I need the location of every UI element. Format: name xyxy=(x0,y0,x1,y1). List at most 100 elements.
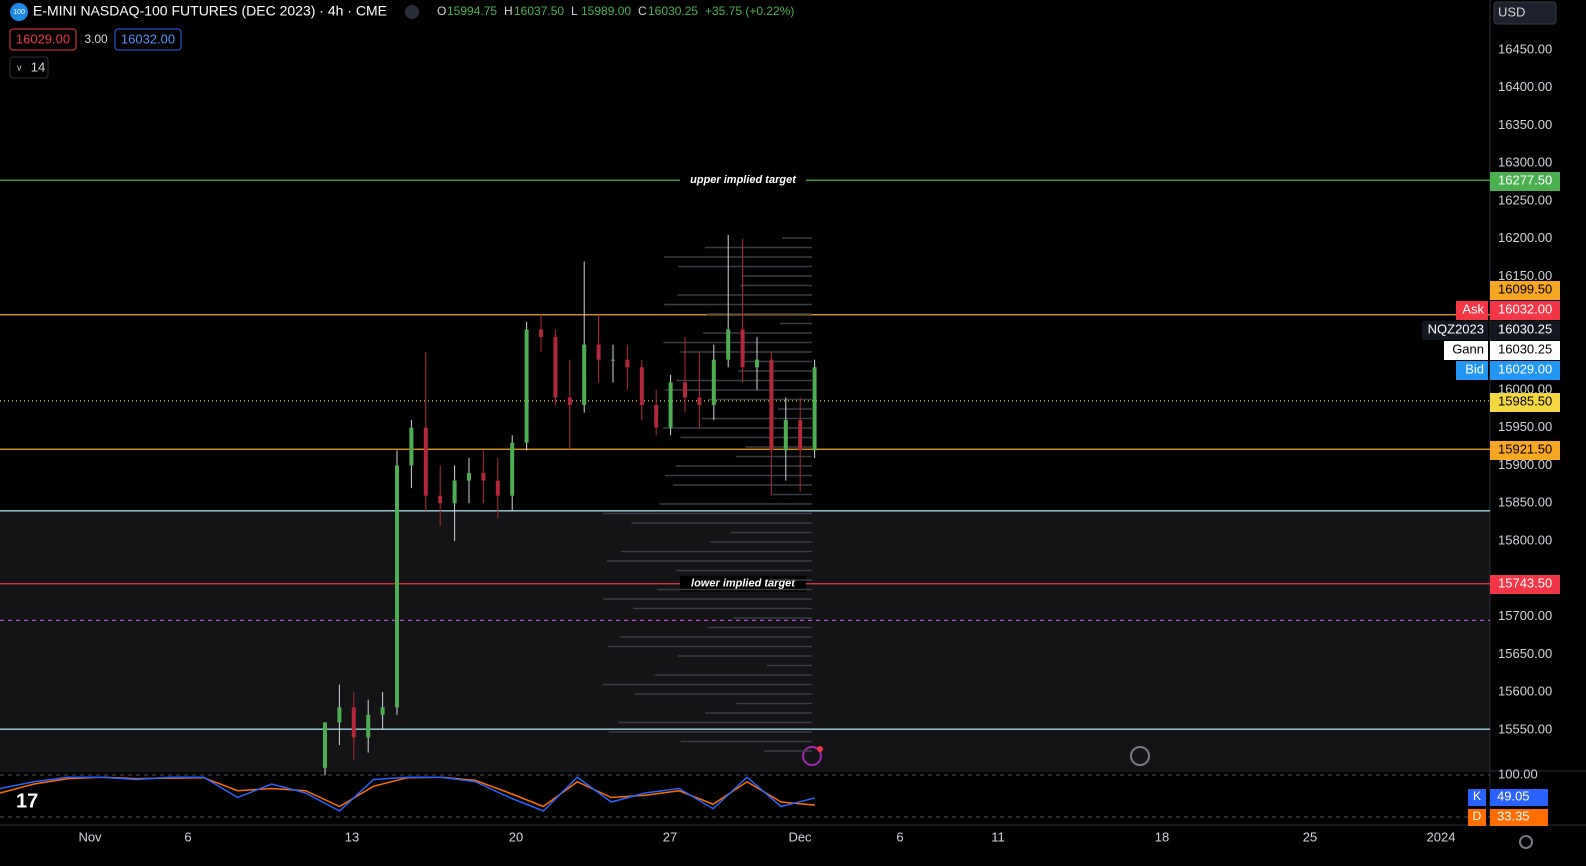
tv-logo[interactable]: 17 xyxy=(16,790,38,812)
ohlc-value: 16037.50 xyxy=(514,4,564,18)
y-tick-label: 16250.00 xyxy=(1498,192,1552,207)
candle-body xyxy=(726,329,731,360)
ohlc-value: 15989.00 xyxy=(581,4,631,18)
candle-body xyxy=(539,329,543,338)
indicator-toggle[interactable] xyxy=(9,56,49,79)
symbol-title[interactable]: E-MINI NASDAQ-100 FUTURES (DEC 2023) · 4… xyxy=(33,3,387,19)
stoch-name: K xyxy=(1473,789,1481,803)
price-box xyxy=(1490,172,1560,191)
candle-body xyxy=(582,344,587,406)
candle-body xyxy=(524,329,529,443)
candle-body xyxy=(683,382,687,398)
price-box-label: 16277.50 xyxy=(1498,172,1552,187)
candle-body xyxy=(351,707,356,738)
spread: 3.00 xyxy=(84,32,108,46)
candle-body xyxy=(438,495,443,504)
candle-body xyxy=(567,397,572,406)
quote-name: NQZ2023 xyxy=(1428,321,1484,336)
price-box-label: 15921.50 xyxy=(1498,441,1552,456)
y-tick-label: 16350.00 xyxy=(1498,117,1552,132)
y-tick-label: 15600.00 xyxy=(1498,684,1552,699)
x-tick-label: 6 xyxy=(184,829,191,844)
x-tick-label: Nov xyxy=(78,829,102,844)
currency-box[interactable] xyxy=(1493,1,1557,25)
sell-box[interactable] xyxy=(9,28,77,51)
candle-body xyxy=(625,359,630,368)
y-tick-label: 16450.00 xyxy=(1498,41,1552,56)
y-tick-label: 16300.00 xyxy=(1498,155,1552,170)
price-box-label: 15743.50 xyxy=(1498,575,1552,590)
y-tick-label: 15850.00 xyxy=(1498,495,1552,510)
indicator-count[interactable]: 14 xyxy=(31,59,45,74)
x-tick-label: 25 xyxy=(1303,829,1317,844)
candle-body xyxy=(812,367,817,451)
candle-body xyxy=(798,420,803,451)
candle-body xyxy=(711,359,716,406)
x-tick-label: 13 xyxy=(345,829,359,844)
candle-body xyxy=(395,465,399,708)
candle-body xyxy=(783,420,788,451)
alert-icon[interactable] xyxy=(802,746,822,766)
y-tick-label: 15550.00 xyxy=(1498,721,1552,736)
candle-body xyxy=(740,329,745,368)
ohlc-key: O xyxy=(437,4,446,18)
candle-body xyxy=(697,397,702,406)
hide-button[interactable] xyxy=(405,5,419,19)
quote-bg xyxy=(1490,321,1560,340)
candle-body xyxy=(409,427,414,466)
quote-name: Gann xyxy=(1452,341,1484,356)
quote-bg xyxy=(1490,301,1560,320)
buy-price[interactable]: 16032.00 xyxy=(121,31,175,46)
price-box xyxy=(1490,441,1560,460)
buy-box[interactable] xyxy=(114,28,182,51)
quote-name-bg xyxy=(1444,341,1488,360)
price-box-label: 15985.50 xyxy=(1498,393,1552,408)
price-box xyxy=(1490,575,1560,594)
price-box xyxy=(1490,393,1560,412)
candle-body xyxy=(452,480,457,504)
y-tick-label: 15950.00 xyxy=(1498,419,1552,434)
candle-body xyxy=(553,337,558,398)
stoch-name: D xyxy=(1473,809,1482,823)
logo xyxy=(10,3,28,21)
candle-body xyxy=(668,382,673,428)
quote-value: 16032.00 xyxy=(1498,301,1552,316)
candle-body xyxy=(769,359,774,451)
stoch-value-bg xyxy=(1490,789,1548,806)
quote-value: 16029.00 xyxy=(1498,361,1552,376)
candle-body xyxy=(380,707,385,715)
stoch-top: 100.00 xyxy=(1498,766,1538,781)
candle-body xyxy=(337,707,342,723)
x-tick-label: 27 xyxy=(663,829,677,844)
quote-value: 16030.25 xyxy=(1498,321,1552,336)
x-tick-label: 20 xyxy=(509,829,523,844)
replay-icon[interactable] xyxy=(1130,746,1150,766)
x-tick-label: 18 xyxy=(1155,829,1169,844)
x-tick-label: 2024 xyxy=(1427,829,1456,844)
stoch-name-bg xyxy=(1468,809,1486,826)
sell-price[interactable]: 16029.00 xyxy=(16,31,70,46)
line-label: upper implied target xyxy=(690,174,797,186)
candle-body xyxy=(366,714,371,738)
ohlc-value: 15994.75 xyxy=(447,4,497,18)
currency[interactable]: USD xyxy=(1498,4,1525,19)
candle-body xyxy=(423,427,428,496)
alert-dot xyxy=(817,746,823,752)
stoch-k xyxy=(0,776,816,812)
candle-body xyxy=(611,359,615,361)
stoch-value-bg xyxy=(1490,809,1548,826)
price-box xyxy=(1490,281,1560,300)
quote-value: 16030.25 xyxy=(1498,341,1552,356)
settings-icon[interactable] xyxy=(1519,835,1533,849)
chevron[interactable]: v xyxy=(17,62,22,72)
y-tick-label: 15650.00 xyxy=(1498,646,1552,661)
x-tick-label: Dec xyxy=(788,829,812,844)
candle-body xyxy=(654,405,659,428)
change: +35.75 (+0.22%) xyxy=(705,4,794,18)
candle-body xyxy=(467,473,471,481)
candle-body xyxy=(755,359,759,368)
y-tick-label: 15800.00 xyxy=(1498,532,1552,547)
y-tick-label: 15900.00 xyxy=(1498,457,1552,472)
